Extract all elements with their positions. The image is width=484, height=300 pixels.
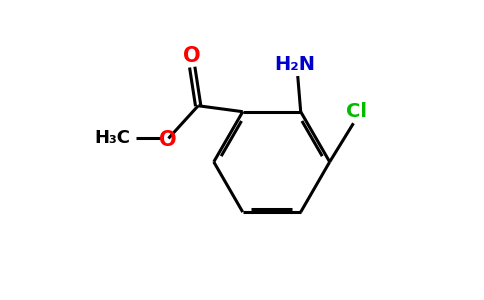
Text: O: O bbox=[159, 130, 176, 150]
Text: H₃C: H₃C bbox=[94, 129, 130, 147]
Text: Cl: Cl bbox=[346, 103, 367, 122]
Text: H₂N: H₂N bbox=[274, 55, 315, 74]
Text: O: O bbox=[183, 46, 201, 66]
